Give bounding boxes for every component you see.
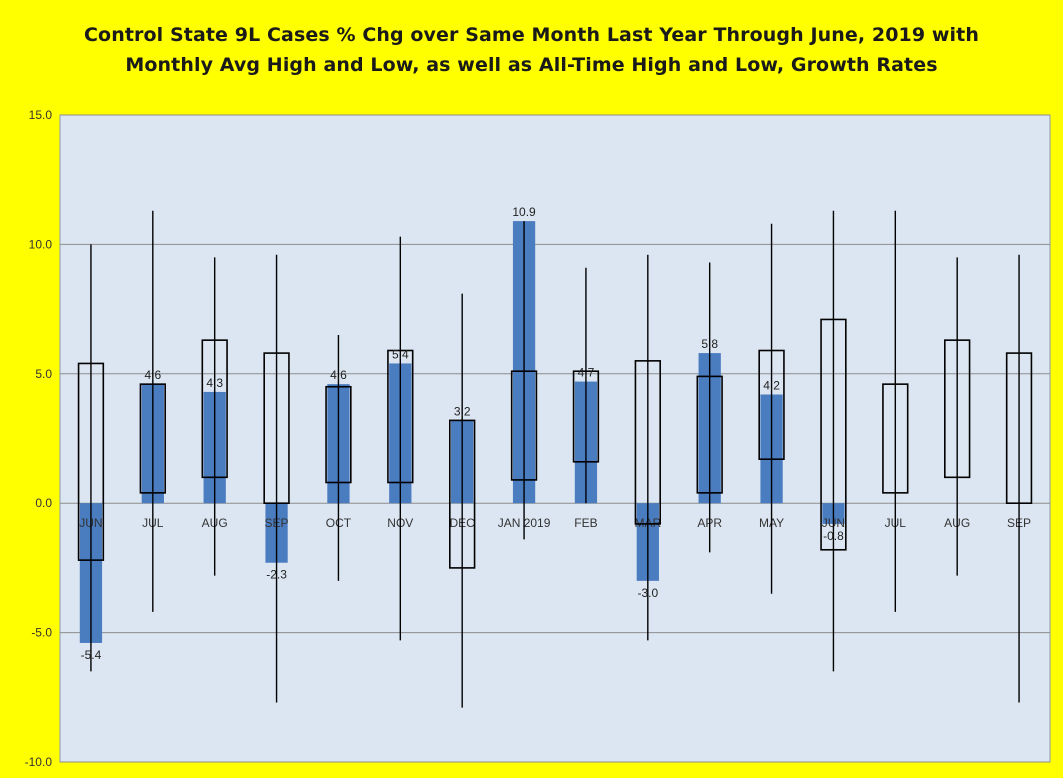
y-tick-label: 5.0 [35, 367, 52, 381]
y-tick-label: 0.0 [35, 496, 52, 510]
data-label: -2.3 [266, 568, 287, 582]
avg-range-box [696, 375, 723, 494]
data-label: -0.8 [823, 529, 844, 543]
avg-range-box [634, 360, 661, 525]
data-label: -5.4 [81, 648, 102, 662]
avg-range-box [77, 362, 105, 561]
avg-range-box [449, 419, 476, 569]
data-label: 4.6 [144, 368, 161, 382]
data-label: 4.7 [578, 366, 595, 380]
avg-range-box [572, 370, 600, 463]
y-tick-label: 10.0 [29, 237, 53, 251]
data-label: 5.4 [392, 347, 409, 361]
y-tick-label: -10.0 [25, 755, 53, 769]
avg-range-box [387, 349, 414, 484]
data-label: 4.2 [763, 379, 780, 393]
data-label: 5.8 [701, 337, 718, 351]
data-label: 4.6 [330, 368, 347, 382]
avg-range-box [1005, 352, 1033, 505]
data-label: -3.0 [637, 586, 658, 600]
avg-range-box [263, 352, 290, 505]
category-label: FEB [574, 516, 597, 530]
chart-title-line-2: Monthly Avg High and Low, as well as All… [125, 54, 938, 76]
y-tick-label: -5.0 [31, 626, 52, 640]
avg-range-box [139, 383, 166, 494]
avg-range-box [201, 339, 228, 479]
avg-range-box [325, 385, 352, 484]
avg-range-box [882, 383, 909, 494]
chart-title-line-1: Control State 9L Cases % Chg over Same M… [84, 24, 979, 46]
data-label: 3.2 [454, 404, 471, 418]
avg-range-box [510, 370, 538, 481]
avg-range-box [758, 349, 785, 461]
avg-range-box [944, 339, 971, 479]
data-label: 4.3 [206, 376, 223, 390]
y-tick-label: 15.0 [29, 108, 53, 122]
data-label: 10.9 [512, 205, 536, 219]
avg-range-box [820, 318, 847, 551]
